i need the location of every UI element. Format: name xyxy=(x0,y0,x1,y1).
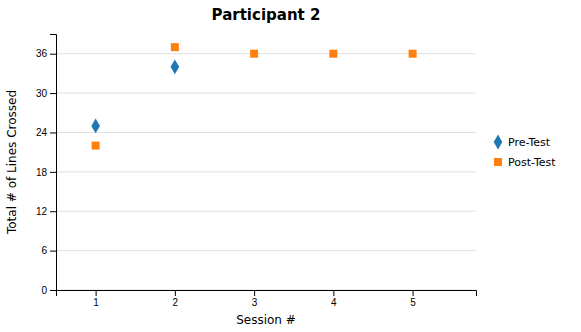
tick-mark xyxy=(50,54,56,55)
legend-item: Pre-Test xyxy=(494,135,551,150)
point xyxy=(171,43,179,51)
axis-line xyxy=(57,291,477,297)
point xyxy=(91,118,100,133)
marks xyxy=(91,43,416,149)
y-axis-title: Total # of Lines Crossed xyxy=(5,90,19,235)
grid-line xyxy=(56,171,476,172)
axis-line xyxy=(50,35,57,291)
tick-label: 6 xyxy=(41,245,47,256)
y-axis: 0 6 12 18 24 30 36 xyxy=(36,35,57,296)
series xyxy=(92,43,417,149)
tick: 1 xyxy=(93,290,99,308)
tick-mark xyxy=(50,251,56,252)
point xyxy=(329,50,337,58)
tick-mark xyxy=(175,290,176,296)
tick-label: 24 xyxy=(36,127,48,138)
point xyxy=(92,142,100,150)
tick: 4 xyxy=(331,290,337,308)
grid-line xyxy=(56,211,476,212)
tick: 0 xyxy=(41,285,56,296)
legend-item: Post-Test xyxy=(494,156,556,169)
tick: 30 xyxy=(36,88,56,99)
tick-label: 2 xyxy=(173,297,179,308)
plot: 12345061218243036 xyxy=(36,35,477,309)
tick: 12 xyxy=(36,206,56,217)
tick-mark xyxy=(50,132,56,133)
grid xyxy=(56,54,476,290)
point xyxy=(171,59,180,74)
x-axis: 1 2 3 4 5 xyxy=(57,290,477,308)
tick-mark xyxy=(50,290,56,291)
grid-line xyxy=(56,250,476,251)
legend-symbol xyxy=(494,158,502,166)
grid-line xyxy=(56,93,476,94)
tick-mark xyxy=(50,172,56,173)
tick-mark xyxy=(254,290,255,296)
tick-label: 18 xyxy=(36,167,48,178)
tick-label: 36 xyxy=(36,48,48,59)
legend-label: Pre-Test xyxy=(508,136,551,149)
x-axis-title: Session # xyxy=(236,313,296,327)
tick: 3 xyxy=(252,290,258,308)
tick-mark xyxy=(50,93,56,94)
tick-mark xyxy=(413,290,414,296)
tick: 24 xyxy=(36,127,56,138)
tick: 2 xyxy=(173,290,179,308)
tick: 18 xyxy=(36,167,56,178)
tick-mark xyxy=(333,290,334,296)
tick-mark xyxy=(50,211,56,212)
legend-label: Post-Test xyxy=(508,156,556,169)
tick-label: 5 xyxy=(410,297,416,308)
legend: Pre-Test Post-Test xyxy=(494,135,557,169)
tick: 5 xyxy=(410,290,416,308)
point xyxy=(409,50,417,58)
tick-label: 1 xyxy=(93,297,99,308)
tick-label: 0 xyxy=(41,285,47,296)
tick-label: 12 xyxy=(36,206,48,217)
title: Participant 2 xyxy=(212,6,321,24)
tick: 6 xyxy=(41,245,56,256)
tick-label: 3 xyxy=(252,297,258,308)
legend-symbol xyxy=(494,135,503,150)
tick-label: 4 xyxy=(331,297,337,308)
tick-label: 30 xyxy=(36,88,48,99)
tick: 36 xyxy=(36,48,56,59)
series xyxy=(91,59,179,133)
tick-mark xyxy=(96,290,97,296)
chart: 12345061218243036Participant 2Session #T… xyxy=(0,0,581,332)
grid-line xyxy=(56,132,476,133)
point xyxy=(250,50,258,58)
